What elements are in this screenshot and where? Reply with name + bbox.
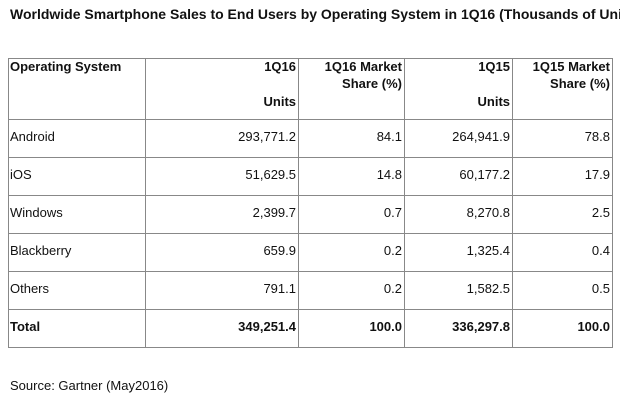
os-name-cell: iOS	[8, 157, 146, 196]
share-1q16-cell: 0.2	[298, 271, 405, 310]
header-label: 1Q16 Market	[324, 59, 402, 74]
units-1q16-cell: 51,629.5	[145, 157, 299, 196]
source-note: Source: Gartner (May2016)	[10, 378, 169, 393]
header-row: Operating System 1Q16 Units 1Q16 Market …	[8, 58, 613, 120]
header-1q15-units: 1Q15 Units	[404, 58, 513, 120]
units-1q15-cell: 60,177.2	[404, 157, 513, 196]
header-sublabel: Units	[263, 94, 297, 109]
table-row: Blackberry 659.9 0.2 1,325.4 0.4	[8, 233, 613, 272]
units-1q16-cell: 791.1	[145, 271, 299, 310]
table-row: Android 293,771.2 84.1 264,941.9 78.8	[8, 119, 613, 158]
share-1q16-cell: 14.8	[298, 157, 405, 196]
share-1q16-cell: 0.2	[298, 233, 405, 272]
total-share-1q15-cell: 100.0	[512, 309, 613, 348]
units-1q16-cell: 2,399.7	[145, 195, 299, 234]
total-label-cell: Total	[8, 309, 146, 348]
header-label: Operating System	[10, 59, 122, 74]
header-sublabel: Share (%)	[342, 76, 402, 91]
share-1q15-cell: 0.4	[512, 233, 613, 272]
os-name-cell: Blackberry	[8, 233, 146, 272]
table-row: iOS 51,629.5 14.8 60,177.2 17.9	[8, 157, 613, 196]
header-1q16-units: 1Q16 Units	[145, 58, 299, 120]
total-row: Total 349,251.4 100.0 336,297.8 100.0	[8, 309, 613, 348]
os-name-cell: Others	[8, 271, 146, 310]
units-1q15-cell: 1,582.5	[404, 271, 513, 310]
os-name-cell: Android	[8, 119, 146, 158]
share-1q15-cell: 78.8	[512, 119, 613, 158]
units-1q16-cell: 659.9	[145, 233, 299, 272]
share-1q15-cell: 17.9	[512, 157, 613, 196]
header-1q15-market-share: 1Q15 Market Share (%)	[512, 58, 613, 120]
header-operating-system: Operating System	[8, 58, 146, 120]
os-name-cell: Windows	[8, 195, 146, 234]
header-label: 1Q15	[478, 59, 510, 74]
share-1q16-cell: 0.7	[298, 195, 405, 234]
header-label: 1Q15 Market	[532, 59, 610, 74]
table-row: Windows 2,399.7 0.7 8,270.8 2.5	[8, 195, 613, 234]
sales-table: Operating System 1Q16 Units 1Q16 Market …	[8, 58, 613, 348]
total-units-1q15-cell: 336,297.8	[404, 309, 513, 348]
share-1q16-cell: 84.1	[298, 119, 405, 158]
header-sublabel: Units	[477, 94, 511, 109]
total-units-1q16-cell: 349,251.4	[145, 309, 299, 348]
table-row: Others 791.1 0.2 1,582.5 0.5	[8, 271, 613, 310]
units-1q15-cell: 264,941.9	[404, 119, 513, 158]
share-1q15-cell: 0.5	[512, 271, 613, 310]
header-sublabel: Share (%)	[550, 76, 610, 91]
total-share-1q16-cell: 100.0	[298, 309, 405, 348]
table-title: Worldwide Smartphone Sales to End Users …	[10, 6, 620, 22]
header-1q16-market-share: 1Q16 Market Share (%)	[298, 58, 405, 120]
share-1q15-cell: 2.5	[512, 195, 613, 234]
units-1q15-cell: 1,325.4	[404, 233, 513, 272]
units-1q15-cell: 8,270.8	[404, 195, 513, 234]
units-1q16-cell: 293,771.2	[145, 119, 299, 158]
header-label: 1Q16	[264, 59, 296, 74]
